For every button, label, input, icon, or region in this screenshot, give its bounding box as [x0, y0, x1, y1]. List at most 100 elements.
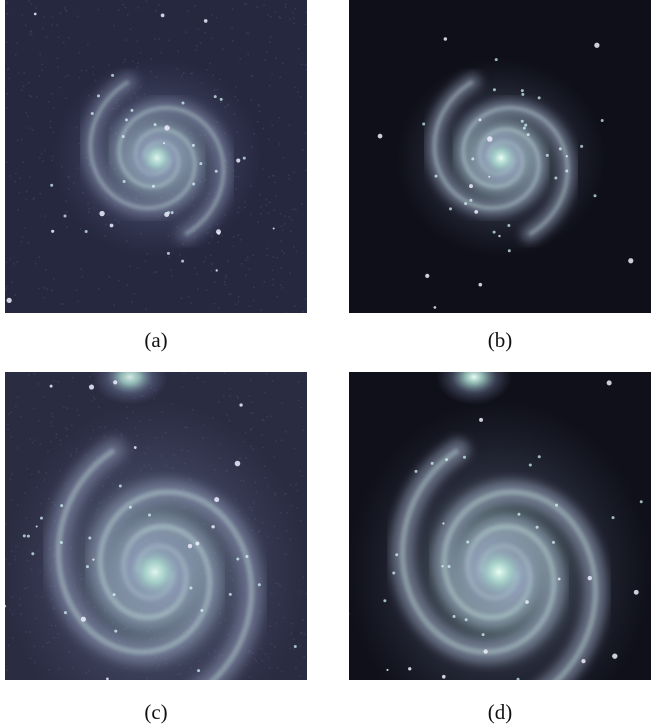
noise: [301, 63, 303, 66]
noise: [21, 13, 24, 16]
noise: [62, 41, 65, 44]
noise: [247, 53, 249, 56]
noise: [222, 48, 224, 50]
noise: [117, 9, 120, 11]
star: [633, 589, 639, 595]
noise: [30, 30, 32, 32]
noise: [251, 401, 253, 404]
noise: [228, 419, 231, 422]
knot: [414, 469, 418, 473]
knot: [112, 593, 116, 597]
noise: [33, 196, 35, 199]
knot: [181, 101, 185, 105]
noise: [51, 16, 54, 19]
noise: [190, 302, 192, 304]
noise: [214, 281, 216, 283]
noise: [301, 149, 304, 151]
noise: [129, 265, 131, 268]
noise: [9, 175, 11, 177]
knot: [492, 230, 496, 234]
noise: [305, 169, 307, 171]
noise: [43, 396, 45, 398]
noise: [37, 419, 40, 422]
companion-galaxy: [92, 372, 168, 405]
noise: [305, 11, 307, 14]
noise: [136, 40, 139, 43]
noise: [227, 260, 230, 262]
noise: [302, 429, 305, 431]
nucleus: [471, 128, 531, 188]
noise: [210, 270, 213, 272]
noise: [5, 41, 7, 43]
noise: [68, 37, 70, 39]
noise: [299, 469, 301, 472]
noise: [81, 275, 83, 278]
caption: (c): [144, 700, 168, 724]
noise: [246, 32, 248, 35]
noise: [50, 425, 53, 427]
star: [80, 616, 87, 622]
noise: [294, 305, 296, 307]
star: [425, 273, 430, 279]
noise: [66, 428, 68, 431]
noise: [237, 234, 240, 236]
star: [469, 184, 473, 189]
star: [443, 37, 448, 41]
knot: [452, 615, 456, 619]
noise: [274, 181, 276, 184]
nucleus: [127, 128, 187, 188]
noise: [41, 27, 44, 30]
noise: [24, 227, 27, 229]
noise: [51, 24, 53, 26]
noise: [31, 128, 34, 131]
noise: [22, 161, 25, 163]
noise: [285, 3, 287, 6]
nucleus: [111, 528, 199, 616]
noise: [305, 68, 307, 71]
noise: [304, 298, 307, 301]
noise: [29, 33, 31, 36]
noise: [211, 37, 214, 40]
noise: [5, 107, 8, 110]
noise: [265, 204, 268, 206]
knot: [593, 194, 597, 198]
noise: [265, 372, 268, 375]
star: [51, 229, 55, 233]
noise: [271, 73, 273, 76]
noise: [11, 499, 13, 501]
noise: [23, 72, 25, 74]
noise: [285, 312, 288, 313]
noise: [124, 58, 126, 61]
noise: [160, 51, 162, 54]
knot: [422, 122, 426, 126]
noise: [14, 294, 16, 296]
noise: [195, 45, 198, 47]
noise: [35, 263, 37, 265]
knot: [213, 95, 217, 99]
noise: [213, 302, 216, 305]
noise: [302, 619, 305, 622]
noise: [87, 385, 89, 387]
knot: [430, 461, 434, 465]
noise: [223, 281, 226, 283]
noise: [117, 279, 120, 282]
noise: [7, 644, 10, 647]
star: [164, 211, 170, 217]
noise: [262, 419, 265, 422]
knot: [464, 618, 468, 622]
noise: [262, 168, 264, 170]
noise: [262, 446, 265, 449]
noise: [225, 276, 227, 279]
noise: [279, 76, 281, 78]
noise: [269, 16, 272, 18]
noise: [299, 645, 301, 647]
knot: [445, 458, 449, 462]
knot: [517, 512, 521, 516]
noise: [11, 473, 13, 475]
knot: [462, 455, 466, 459]
noise: [49, 120, 51, 123]
knot: [392, 571, 396, 575]
noise: [243, 3, 246, 5]
noise: [36, 96, 38, 98]
noise: [278, 16, 280, 19]
